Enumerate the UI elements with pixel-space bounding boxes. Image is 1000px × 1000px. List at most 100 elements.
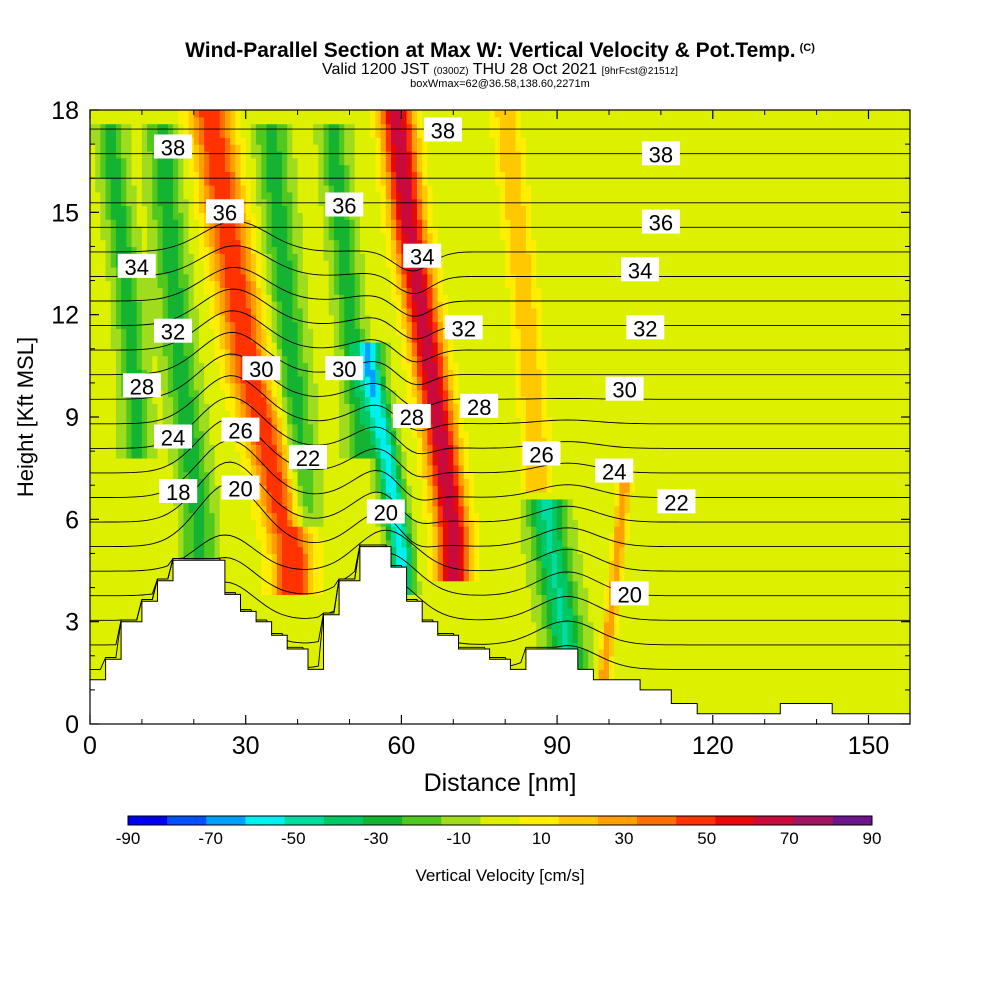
w-cell bbox=[141, 246, 148, 254]
w-cell bbox=[339, 519, 345, 527]
w-cell bbox=[147, 150, 153, 159]
w-cell bbox=[344, 150, 351, 159]
w-cell bbox=[173, 464, 179, 473]
w-cell bbox=[188, 341, 195, 350]
w-cell bbox=[136, 608, 143, 616]
w-cell bbox=[245, 335, 252, 343]
w-cell bbox=[297, 355, 304, 364]
w-cell bbox=[90, 417, 96, 425]
w-cell bbox=[235, 451, 242, 459]
w-cell bbox=[115, 451, 122, 459]
w-cell bbox=[349, 157, 356, 166]
w-cell bbox=[287, 260, 294, 268]
w-cell bbox=[282, 560, 288, 568]
w-cell bbox=[276, 219, 283, 227]
w-cell bbox=[313, 355, 319, 364]
w-cell bbox=[131, 403, 138, 411]
w-cell bbox=[100, 628, 107, 636]
w-cell bbox=[105, 478, 112, 486]
w-cell bbox=[147, 430, 153, 439]
w-cell bbox=[261, 314, 268, 323]
w-cell bbox=[115, 382, 122, 391]
w-cell bbox=[276, 567, 283, 575]
w-cell bbox=[250, 532, 257, 541]
w-cell bbox=[370, 273, 377, 282]
w-cell bbox=[115, 157, 122, 166]
w-cell bbox=[214, 178, 221, 186]
w-cell bbox=[110, 389, 117, 398]
w-cell bbox=[147, 478, 153, 486]
w-cell bbox=[307, 560, 314, 568]
w-cell bbox=[354, 253, 361, 261]
w-cell bbox=[339, 389, 345, 398]
w-cell bbox=[183, 301, 190, 309]
w-cell bbox=[152, 471, 159, 479]
w-cell bbox=[344, 260, 351, 268]
w-cell bbox=[193, 396, 200, 404]
w-cell bbox=[240, 341, 247, 350]
w-cell bbox=[313, 110, 319, 118]
w-cell bbox=[198, 430, 205, 439]
w-cell bbox=[292, 614, 299, 623]
w-cell bbox=[105, 580, 112, 589]
w-cell bbox=[261, 403, 268, 411]
w-cell bbox=[121, 512, 127, 520]
w-cell bbox=[167, 116, 174, 125]
w-cell bbox=[141, 219, 148, 227]
w-cell bbox=[141, 560, 148, 568]
w-cell bbox=[131, 110, 138, 118]
w-cell bbox=[193, 130, 200, 138]
w-cell bbox=[95, 191, 101, 200]
w-cell bbox=[328, 321, 335, 329]
w-cell bbox=[224, 567, 231, 575]
w-cell bbox=[333, 260, 340, 268]
w-cell bbox=[90, 464, 96, 473]
w-cell bbox=[100, 376, 107, 384]
w-cell bbox=[121, 123, 127, 132]
w-cell bbox=[344, 225, 351, 234]
w-cell bbox=[313, 321, 319, 329]
w-cell bbox=[214, 471, 221, 479]
w-cell bbox=[307, 492, 314, 500]
w-cell bbox=[209, 294, 216, 302]
w-cell bbox=[266, 423, 273, 432]
w-cell bbox=[167, 464, 174, 473]
w-cell bbox=[167, 573, 174, 582]
w-cell bbox=[204, 437, 210, 445]
w-cell bbox=[131, 328, 138, 336]
w-cell bbox=[318, 335, 325, 343]
w-cell bbox=[147, 130, 153, 138]
w-cell bbox=[339, 478, 345, 486]
w-cell bbox=[147, 553, 153, 561]
w-cell bbox=[318, 328, 325, 336]
w-cell bbox=[271, 444, 278, 452]
w-cell bbox=[193, 403, 200, 411]
w-cell bbox=[131, 212, 138, 220]
w-cell bbox=[188, 294, 195, 302]
w-cell bbox=[297, 485, 304, 493]
w-cell bbox=[365, 137, 371, 145]
w-cell bbox=[313, 171, 319, 179]
w-cell bbox=[282, 464, 288, 473]
w-cell bbox=[302, 239, 309, 248]
w-cell bbox=[178, 110, 185, 118]
w-cell bbox=[95, 150, 101, 159]
w-cell bbox=[292, 273, 299, 282]
w-cell bbox=[188, 382, 195, 391]
w-cell bbox=[349, 430, 356, 439]
w-cell bbox=[204, 423, 210, 432]
w-cell bbox=[110, 580, 117, 589]
w-cell bbox=[271, 314, 278, 323]
w-cell bbox=[110, 294, 117, 302]
w-cell bbox=[287, 110, 294, 118]
w-cell bbox=[178, 123, 185, 132]
w-cell bbox=[131, 116, 138, 125]
w-cell bbox=[183, 389, 190, 398]
w-cell bbox=[121, 348, 127, 357]
w-cell bbox=[90, 382, 96, 391]
w-cell bbox=[261, 389, 268, 398]
w-cell bbox=[162, 253, 169, 261]
w-cell bbox=[224, 314, 231, 323]
w-cell bbox=[359, 266, 366, 275]
w-cell bbox=[266, 567, 273, 575]
